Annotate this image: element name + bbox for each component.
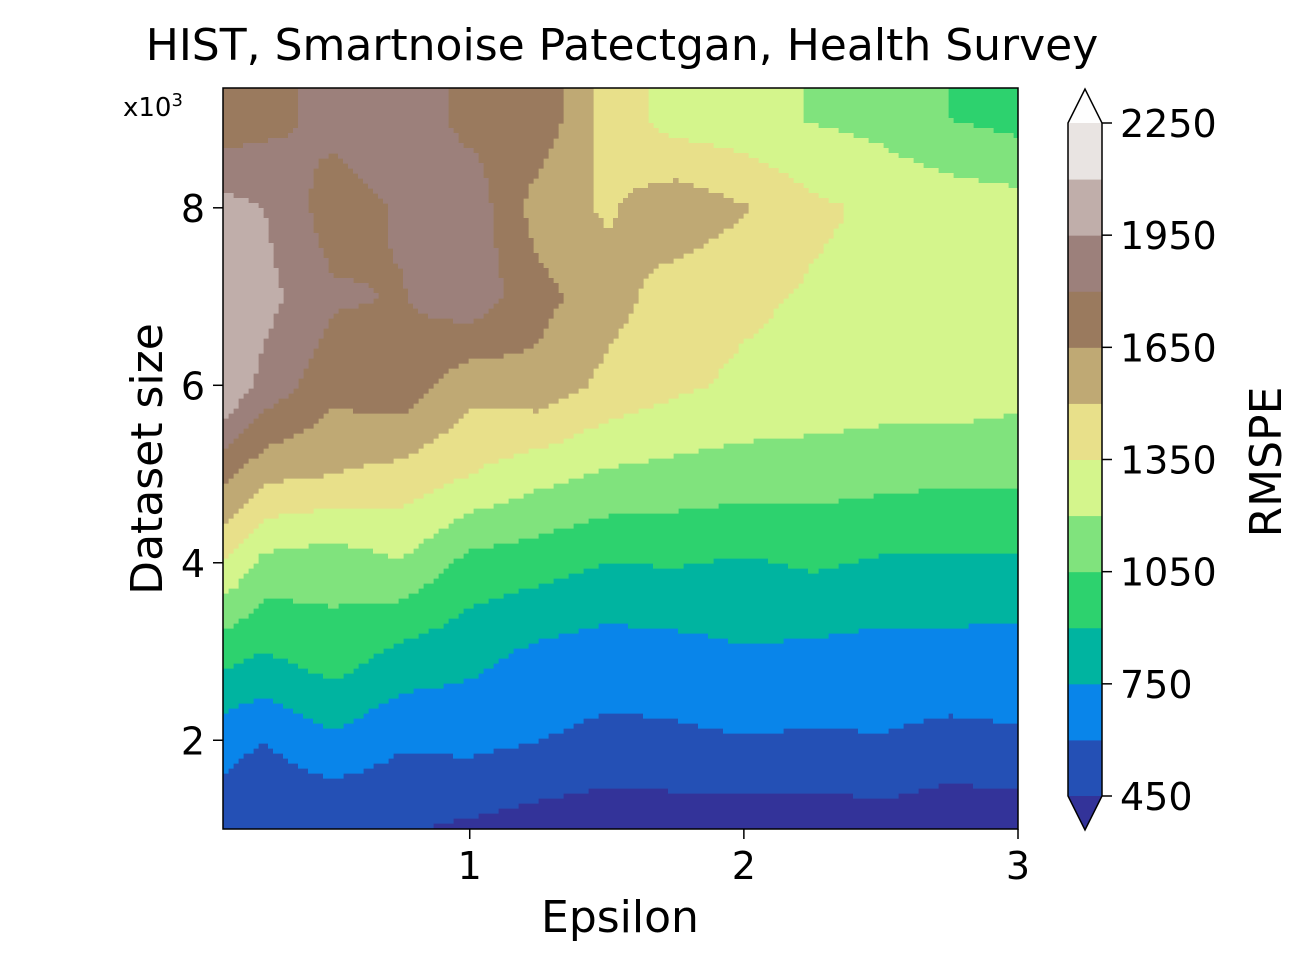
x-axis-label: Epsilon <box>541 892 699 943</box>
colorbar-tick-label: 1950 <box>1120 214 1217 258</box>
y-tick-label: 2 <box>181 719 205 763</box>
plot-area <box>222 87 1019 830</box>
x-tick-label: 3 <box>1006 844 1030 888</box>
colorbar-segment <box>1068 403 1102 460</box>
y-axis-label: Dataset size <box>122 323 173 595</box>
colorbar-tick-label: 1650 <box>1120 326 1217 370</box>
colorbar-tick-label: 1350 <box>1120 439 1217 483</box>
colorbar-segment <box>1068 347 1102 404</box>
contour-band-1 <box>223 713 1018 829</box>
contour-band-11 <box>223 193 284 419</box>
y-scale-note: x103 <box>123 90 183 123</box>
colorbar-segment <box>1068 123 1102 180</box>
colorbar-segment <box>1068 459 1102 517</box>
colorbar-segment <box>1068 291 1102 348</box>
colorbar-segment <box>1068 179 1102 236</box>
y-tick-label: 8 <box>181 187 205 231</box>
contour-band-10 <box>223 88 504 449</box>
y-axis: 2 4 6 8 <box>181 187 223 763</box>
chart-title: HIST, Smartnoise Patectgan, Health Surve… <box>146 20 1099 71</box>
contour-band-9 <box>223 88 564 484</box>
colorbar-label: RMSPE <box>1241 387 1292 538</box>
contour-band-8 <box>223 88 749 524</box>
colorbar-segment <box>1068 739 1102 797</box>
colorbar-segment <box>1068 571 1102 629</box>
contour-band-3 <box>223 553 1018 729</box>
contour-band-2 <box>223 623 1018 779</box>
colorbar-tick-label: 1050 <box>1120 551 1217 595</box>
contour-band-0 <box>263 783 1018 829</box>
contour-band-7 <box>223 88 844 559</box>
contour-band-6 <box>223 88 1018 594</box>
colorbar-tick-label: 2250 <box>1120 102 1217 146</box>
x-tick-label: 2 <box>732 844 756 888</box>
colorbar-segment <box>1068 515 1102 573</box>
plot-frame <box>222 87 1019 830</box>
colorbar-segment <box>1068 235 1102 292</box>
contour-band-5 <box>223 88 1018 629</box>
y-tick-label: 6 <box>181 364 205 408</box>
x-tick-label: 1 <box>458 844 482 888</box>
colorbar-tick-label: 450 <box>1120 775 1193 819</box>
contour-band-4 <box>223 88 1018 679</box>
colorbar-extend-min <box>1068 796 1102 830</box>
colorbar-segment <box>1068 683 1102 741</box>
colorbar-segment <box>1068 627 1102 685</box>
colorbar-tick-label: 750 <box>1120 663 1193 707</box>
colorbar-extend-max <box>1068 89 1102 123</box>
x-axis: 1 2 3 <box>458 829 1030 888</box>
colorbar: 450 750 1050 1350 1650 1950 2250 <box>1067 87 1217 832</box>
y-tick-label: 4 <box>181 542 205 586</box>
